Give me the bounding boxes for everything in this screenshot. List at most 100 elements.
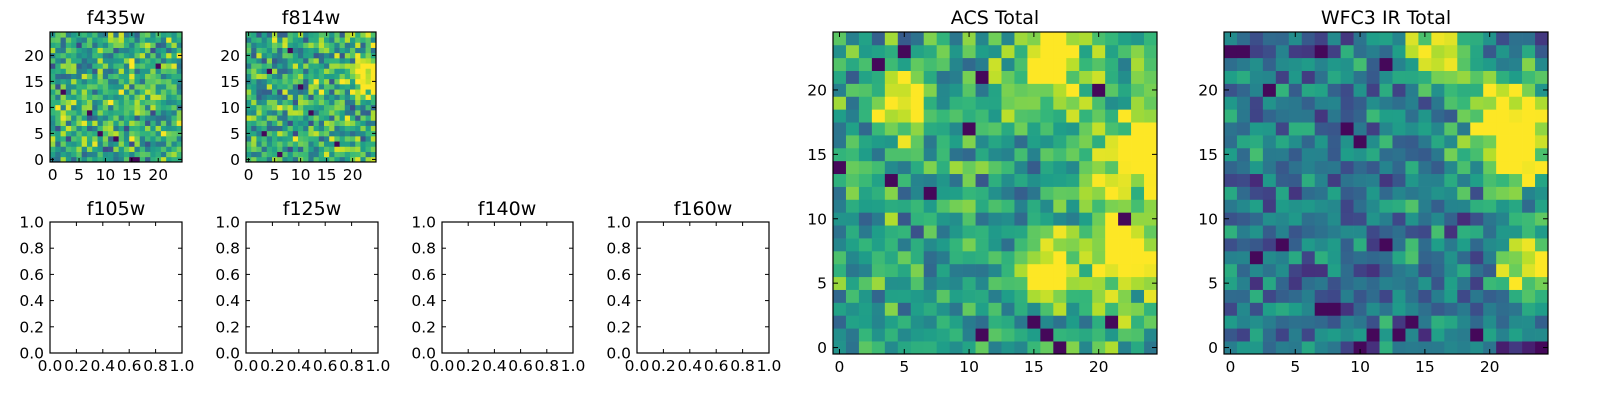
f814w-cell: [303, 52, 309, 59]
wfc3-ir-total-cell: [1262, 302, 1277, 316]
f814w-cell: [318, 52, 325, 59]
acs-total-cell: [1014, 135, 1028, 149]
acs-total-cell: [1066, 160, 1080, 175]
acs-total-y-tick-label: 0: [817, 339, 827, 357]
f814w-cell: [334, 32, 340, 38]
f814w-cell: [261, 130, 268, 137]
f814w-cell: [261, 42, 268, 48]
f814w-cell: [246, 89, 252, 95]
acs-total-cell: [871, 341, 886, 355]
acs-total-cell: [936, 289, 950, 303]
f814w-cell: [261, 99, 268, 106]
wfc3-ir-total-cell: [1483, 302, 1497, 316]
wfc3-ir-total-cell: [1522, 109, 1536, 123]
f435w-cell: [102, 130, 109, 137]
f814w-cell: [292, 110, 299, 116]
acs-total-cell: [923, 276, 938, 290]
wfc3-ir-total-cell: [1483, 173, 1497, 187]
acs-total-cell: [858, 341, 873, 355]
f435w-cell: [118, 141, 125, 147]
f814w-cell: [355, 94, 361, 100]
f814w-cell: [251, 89, 257, 95]
f435w-cell: [71, 115, 77, 121]
f814w-cell: [308, 78, 314, 85]
acs-total-cell: [1053, 186, 1067, 200]
f814w-cell: [292, 99, 299, 106]
f435w-cell: [150, 110, 156, 116]
wfc3-ir-total-cell: [1301, 44, 1316, 59]
f814w-cell: [344, 110, 351, 116]
f105w-y-tick-label: 1.0: [19, 214, 44, 232]
wfc3-ir-total-cell: [1301, 160, 1316, 175]
acs-total-cell: [1001, 186, 1015, 200]
wfc3-ir-total-cell: [1431, 109, 1445, 123]
f814w-cell: [350, 110, 356, 116]
f435w-cell: [145, 146, 151, 152]
f814w-cell: [370, 32, 377, 38]
acs-total-cell: [988, 341, 1002, 355]
f435w-cell: [145, 32, 151, 38]
acs-total-cell: [884, 147, 899, 162]
acs-total-cell: [962, 289, 976, 303]
f435w-cell: [139, 73, 146, 80]
f814w-cell: [344, 146, 351, 152]
wfc3-ir-total-cell: [1392, 96, 1406, 110]
wfc3-ir-total-cell: [1457, 199, 1471, 213]
f435w-cell: [60, 52, 67, 59]
acs-total-cell: [1001, 57, 1015, 71]
f435w-cell: [108, 42, 114, 48]
wfc3-ir-total-cell: [1444, 122, 1458, 136]
f435w-cell: [176, 141, 183, 147]
acs-total-cell: [1144, 57, 1158, 71]
f814w-cell: [277, 78, 283, 85]
acs-total-cell: [858, 32, 873, 46]
wfc3-ir-total-cell: [1522, 44, 1536, 59]
f814w-cell: [308, 115, 314, 121]
f435w-cell: [86, 136, 93, 142]
f435w-cell: [113, 52, 119, 59]
wfc3-ir-total-cell: [1431, 173, 1445, 187]
f814w-cell: [292, 47, 299, 54]
acs-total-cell: [884, 96, 899, 110]
acs-total-cell: [949, 315, 963, 329]
f435w-cell: [160, 125, 167, 132]
f814w-cell: [298, 89, 304, 95]
acs-total-cell: [1079, 122, 1093, 136]
acs-total-cell: [949, 135, 963, 149]
f814w-cell: [246, 73, 252, 80]
wfc3-ir-total-cell: [1327, 341, 1341, 355]
f814w-cell: [360, 130, 366, 137]
f814w-cell: [329, 94, 335, 100]
wfc3-ir-total-cell: [1431, 83, 1445, 97]
wfc3-ir-total-cell: [1340, 160, 1354, 175]
f814w-cell: [251, 110, 257, 116]
acs-total-cell: [1040, 96, 1054, 110]
f435w-cell: [166, 58, 172, 64]
f814w-cell: [256, 68, 262, 74]
acs-total-cell: [1014, 238, 1028, 252]
acs-total-cell: [1066, 302, 1080, 316]
f814w-cell: [350, 73, 356, 80]
acs-total-cell: [1001, 109, 1015, 123]
f814w-cell: [251, 141, 257, 147]
f435w-cell: [113, 99, 119, 106]
f435w-cell: [50, 99, 56, 106]
acs-total-cell: [1027, 70, 1041, 84]
f435w-cell: [166, 146, 172, 152]
acs-total-cell: [1118, 186, 1132, 200]
wfc3-ir-total-cell: [1275, 147, 1290, 162]
f435w-cell: [81, 68, 88, 74]
f435w-cell: [139, 78, 146, 85]
acs-total-cell: [936, 83, 950, 97]
f814w-cell: [261, 156, 268, 163]
f435w-cell: [113, 130, 119, 137]
f435w-y-tick-label: 20: [24, 47, 44, 65]
f435w-cell: [71, 32, 77, 38]
f814w-cell: [365, 78, 372, 85]
f814w-cell: [313, 156, 320, 163]
acs-total-cell: [871, 109, 886, 123]
acs-total-cell: [1105, 122, 1119, 136]
f435w-cell: [97, 125, 104, 132]
f435w-cell: [145, 78, 151, 85]
wfc3-ir-total-title: WFC3 IR Total: [1321, 7, 1451, 29]
